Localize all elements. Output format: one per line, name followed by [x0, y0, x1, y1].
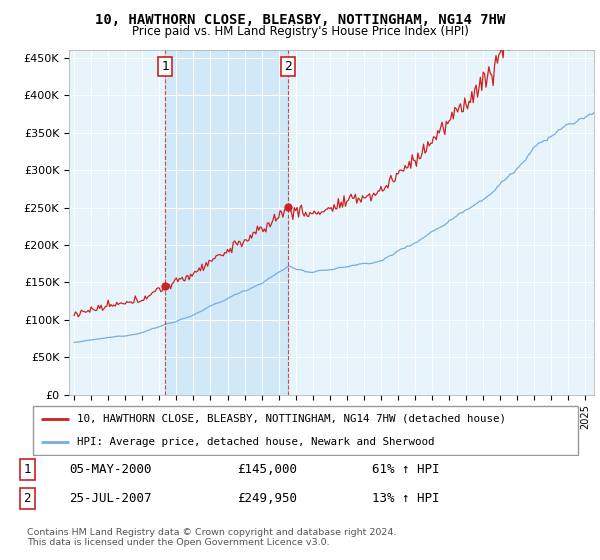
- Text: 2: 2: [284, 60, 292, 73]
- Text: Price paid vs. HM Land Registry's House Price Index (HPI): Price paid vs. HM Land Registry's House …: [131, 25, 469, 38]
- Text: 13% ↑ HPI: 13% ↑ HPI: [372, 492, 439, 505]
- Text: 1: 1: [161, 60, 169, 73]
- Text: 10, HAWTHORN CLOSE, BLEASBY, NOTTINGHAM, NG14 7HW (detached house): 10, HAWTHORN CLOSE, BLEASBY, NOTTINGHAM,…: [77, 414, 506, 424]
- Text: Contains HM Land Registry data © Crown copyright and database right 2024.
This d: Contains HM Land Registry data © Crown c…: [27, 528, 397, 547]
- Text: 10, HAWTHORN CLOSE, BLEASBY, NOTTINGHAM, NG14 7HW: 10, HAWTHORN CLOSE, BLEASBY, NOTTINGHAM,…: [95, 13, 505, 27]
- Text: £249,950: £249,950: [237, 492, 297, 505]
- Text: 2: 2: [23, 492, 31, 505]
- Text: 1: 1: [23, 463, 31, 476]
- Text: 05-MAY-2000: 05-MAY-2000: [69, 463, 151, 476]
- Text: £145,000: £145,000: [237, 463, 297, 476]
- Text: 61% ↑ HPI: 61% ↑ HPI: [372, 463, 439, 476]
- Bar: [166, 50, 288, 395]
- Text: HPI: Average price, detached house, Newark and Sherwood: HPI: Average price, detached house, Newa…: [77, 437, 434, 447]
- FancyBboxPatch shape: [33, 406, 578, 455]
- Text: 25-JUL-2007: 25-JUL-2007: [69, 492, 151, 505]
